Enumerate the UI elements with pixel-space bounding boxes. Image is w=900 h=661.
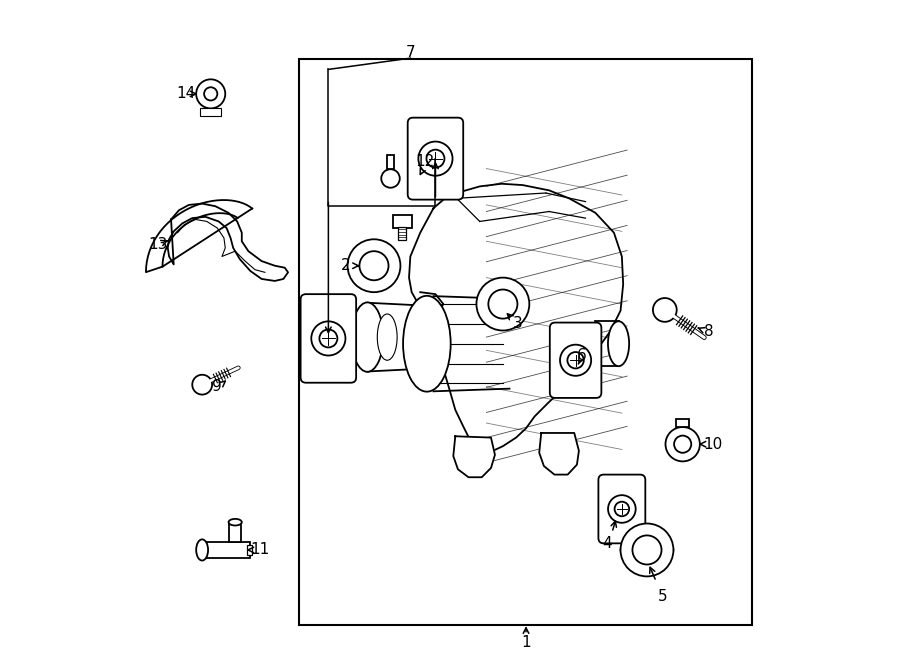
Text: 13: 13 xyxy=(148,237,167,252)
Polygon shape xyxy=(454,436,495,477)
Bar xyxy=(300,59,752,625)
Text: 7: 7 xyxy=(406,46,415,60)
Circle shape xyxy=(359,251,389,280)
Text: 2: 2 xyxy=(341,258,350,273)
Text: 9: 9 xyxy=(212,379,222,394)
Circle shape xyxy=(193,375,212,395)
Circle shape xyxy=(674,436,691,453)
Circle shape xyxy=(204,87,217,100)
Circle shape xyxy=(427,149,445,168)
Circle shape xyxy=(620,524,673,576)
Text: 1: 1 xyxy=(521,635,531,650)
Text: 5: 5 xyxy=(658,589,668,603)
Text: 14: 14 xyxy=(176,87,195,101)
Circle shape xyxy=(382,169,400,188)
Polygon shape xyxy=(409,184,623,451)
Text: 8: 8 xyxy=(705,325,714,339)
Circle shape xyxy=(608,495,635,523)
Circle shape xyxy=(560,344,591,376)
Circle shape xyxy=(489,290,518,319)
Text: 6: 6 xyxy=(577,348,587,363)
Circle shape xyxy=(665,427,700,461)
Text: 10: 10 xyxy=(704,437,723,451)
Ellipse shape xyxy=(403,296,451,391)
Circle shape xyxy=(196,79,225,108)
FancyBboxPatch shape xyxy=(550,323,601,398)
Circle shape xyxy=(320,329,338,348)
Bar xyxy=(203,542,249,558)
Ellipse shape xyxy=(229,519,242,525)
Bar xyxy=(393,215,411,228)
Text: 3: 3 xyxy=(512,317,522,331)
Circle shape xyxy=(633,535,662,564)
Bar xyxy=(676,419,689,427)
Bar xyxy=(230,522,241,542)
Text: 4: 4 xyxy=(602,536,612,551)
Ellipse shape xyxy=(620,540,673,560)
Circle shape xyxy=(615,502,629,516)
Circle shape xyxy=(311,321,346,356)
Bar xyxy=(248,545,252,555)
FancyBboxPatch shape xyxy=(408,118,464,200)
Ellipse shape xyxy=(196,539,208,561)
Ellipse shape xyxy=(377,314,397,360)
Polygon shape xyxy=(167,204,288,281)
Circle shape xyxy=(418,141,453,176)
Text: 12: 12 xyxy=(415,155,435,169)
Bar xyxy=(200,108,221,116)
Bar xyxy=(386,155,394,169)
Polygon shape xyxy=(146,200,252,272)
Ellipse shape xyxy=(352,303,383,371)
FancyBboxPatch shape xyxy=(301,294,356,383)
Circle shape xyxy=(347,239,400,292)
FancyBboxPatch shape xyxy=(598,475,645,543)
Bar xyxy=(399,227,407,240)
Circle shape xyxy=(567,352,584,368)
Circle shape xyxy=(652,298,677,322)
Text: 11: 11 xyxy=(250,543,269,557)
Polygon shape xyxy=(539,433,579,475)
Ellipse shape xyxy=(608,321,629,366)
Circle shape xyxy=(476,278,529,330)
